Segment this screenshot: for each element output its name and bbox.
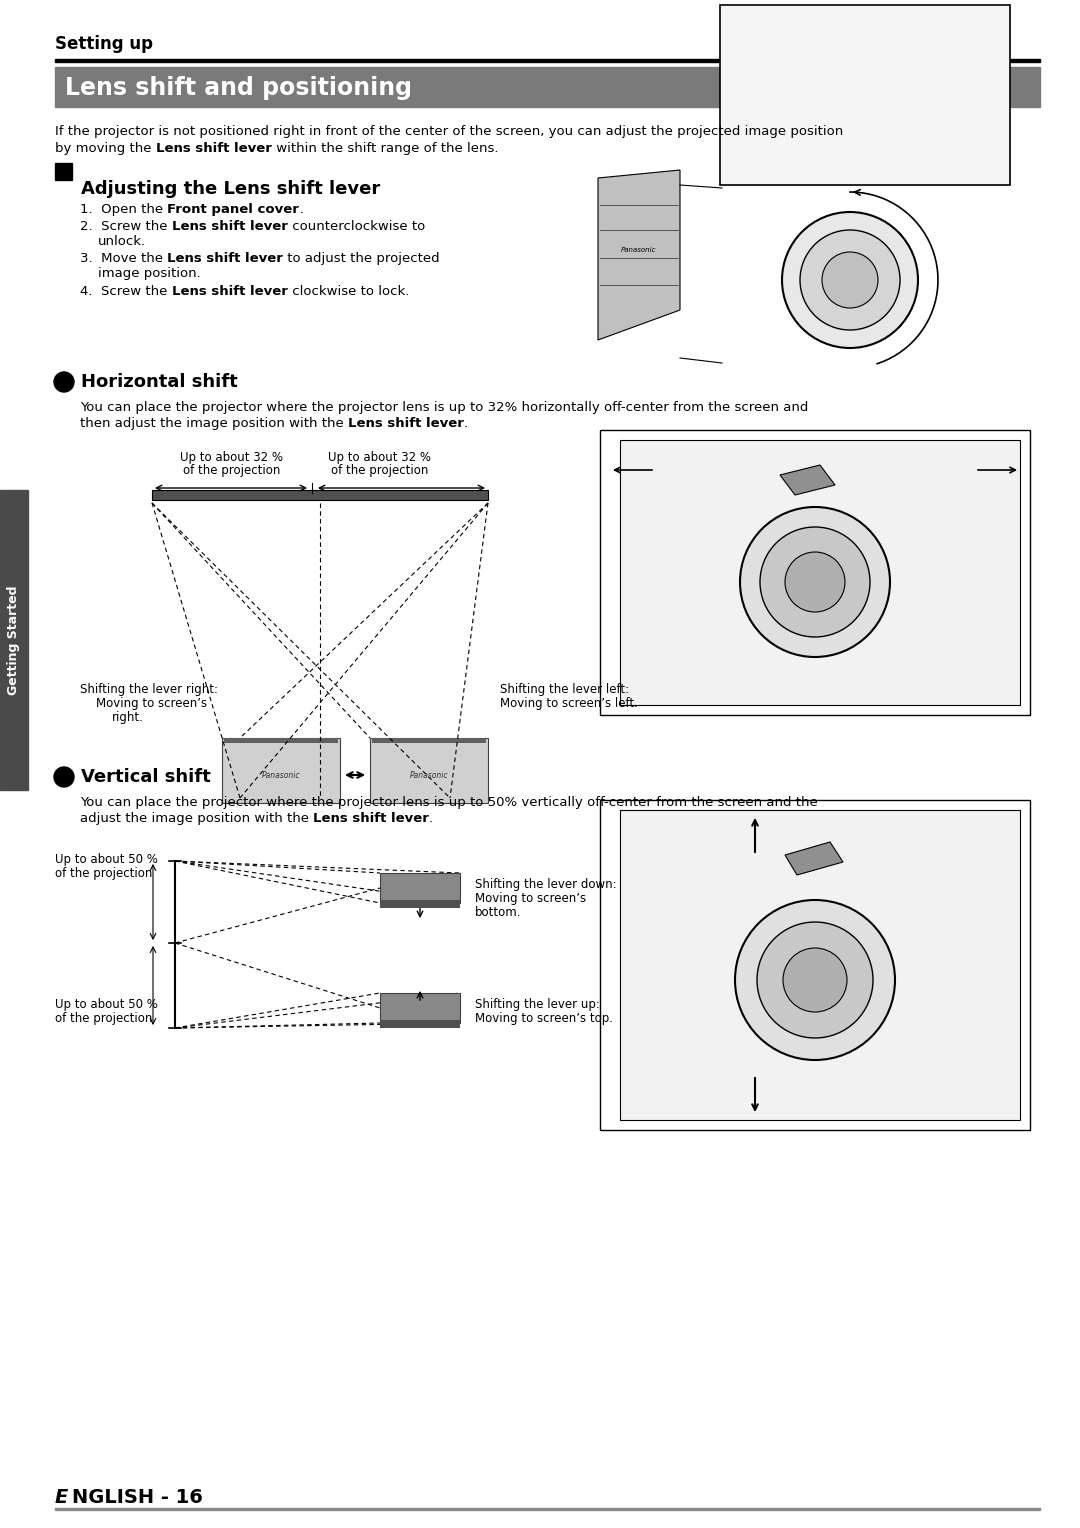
Polygon shape: [785, 842, 843, 876]
Text: bottom.: bottom.: [475, 906, 522, 918]
Text: .: .: [299, 203, 303, 215]
Text: NGLISH - 16: NGLISH - 16: [72, 1488, 203, 1507]
Bar: [370, 738, 488, 804]
Text: Lens shift lever: Lens shift lever: [313, 811, 429, 825]
Text: 4.  Screw the: 4. Screw the: [80, 286, 172, 298]
Circle shape: [800, 231, 900, 330]
Polygon shape: [780, 465, 835, 495]
Bar: [0, 490, 28, 790]
Circle shape: [760, 527, 870, 637]
Bar: [600, 429, 1030, 715]
Text: by moving the: by moving the: [55, 142, 156, 154]
Bar: [620, 810, 1020, 1120]
Circle shape: [782, 212, 918, 348]
Text: Lens shift lever: Lens shift lever: [167, 252, 283, 264]
Bar: [380, 993, 460, 1024]
Text: Shifting the lever left:: Shifting the lever left:: [500, 683, 630, 695]
Bar: [222, 738, 340, 804]
Circle shape: [757, 921, 873, 1038]
Bar: [380, 1021, 460, 1028]
Text: Horizontal shift: Horizontal shift: [81, 373, 238, 391]
Text: Vertical shift: Vertical shift: [81, 769, 211, 785]
Circle shape: [783, 947, 847, 1012]
Bar: [224, 738, 338, 743]
Text: .: .: [464, 417, 468, 429]
Text: Shifting the lever down:: Shifting the lever down:: [475, 879, 617, 891]
Bar: [55, 67, 1040, 107]
Text: clockwise to lock.: clockwise to lock.: [287, 286, 409, 298]
Circle shape: [54, 767, 75, 787]
Text: If the projector is not positioned right in front of the center of the screen, y: If the projector is not positioned right…: [55, 125, 843, 138]
Text: Adjusting the Lens shift lever: Adjusting the Lens shift lever: [81, 180, 380, 199]
Bar: [152, 490, 488, 500]
Text: unlock.: unlock.: [98, 235, 146, 248]
Bar: [380, 900, 460, 908]
Text: Moving to screen’s top.: Moving to screen’s top.: [475, 1012, 613, 1025]
Bar: [55, 1508, 1040, 1510]
Text: of the projection: of the projection: [55, 866, 152, 880]
Text: Shifting the lever up:: Shifting the lever up:: [475, 998, 599, 1012]
Text: Moving to screen’s: Moving to screen’s: [96, 697, 207, 711]
Circle shape: [54, 371, 75, 393]
Bar: [600, 801, 1030, 1131]
Text: Lens shift lever: Lens shift lever: [348, 417, 464, 429]
Text: Lens shift lever: Lens shift lever: [156, 142, 272, 154]
Bar: [55, 58, 1040, 63]
Text: Getting Started: Getting Started: [8, 585, 21, 695]
Text: Up to about 50 %: Up to about 50 %: [55, 853, 158, 866]
Text: Setting up: Setting up: [55, 35, 153, 53]
Text: Up to about 32 %: Up to about 32 %: [180, 451, 283, 465]
Circle shape: [785, 552, 845, 613]
Text: adjust the image position with the: adjust the image position with the: [80, 811, 313, 825]
Text: Up to about 32 %: Up to about 32 %: [328, 451, 432, 465]
Text: of the projection: of the projection: [55, 1012, 152, 1025]
Text: Lens shift lever: Lens shift lever: [172, 220, 287, 232]
Polygon shape: [598, 170, 680, 341]
Text: 3.  Move the: 3. Move the: [80, 252, 167, 264]
Text: Moving to screen’s: Moving to screen’s: [475, 892, 586, 905]
Bar: [620, 440, 1020, 704]
Text: Up to about 50 %: Up to about 50 %: [55, 998, 158, 1012]
Bar: [380, 872, 460, 903]
Circle shape: [822, 252, 878, 309]
Bar: [372, 738, 486, 743]
Text: counterclockwise to: counterclockwise to: [287, 220, 424, 232]
Circle shape: [735, 900, 895, 1060]
Text: right.: right.: [112, 711, 144, 724]
Text: Panasonic: Panasonic: [261, 770, 300, 779]
Circle shape: [740, 507, 890, 657]
Text: of the projection: of the projection: [184, 465, 281, 477]
Bar: [55, 163, 72, 180]
Bar: [720, 5, 1010, 185]
Text: within the shift range of the lens.: within the shift range of the lens.: [272, 142, 498, 154]
Text: Lens shift lever: Lens shift lever: [172, 286, 287, 298]
Text: Panasonic: Panasonic: [621, 248, 657, 254]
Text: Moving to screen’s left.: Moving to screen’s left.: [500, 697, 638, 711]
Text: You can place the projector where the projector lens is up to 32% horizontally o: You can place the projector where the pr…: [80, 400, 808, 414]
Text: of the projection: of the projection: [332, 465, 429, 477]
Text: Front panel cover: Front panel cover: [167, 203, 299, 215]
Text: .: .: [429, 811, 433, 825]
Text: to adjust the projected: to adjust the projected: [283, 252, 440, 264]
Text: Lens shift and positioning: Lens shift and positioning: [65, 76, 411, 99]
Text: image position.: image position.: [98, 267, 201, 280]
Text: then adjust the image position with the: then adjust the image position with the: [80, 417, 348, 429]
Text: Panasonic: Panasonic: [409, 770, 448, 779]
Text: You can place the projector where the projector lens is up to 50% vertically off: You can place the projector where the pr…: [80, 796, 818, 808]
Text: 2.  Screw the: 2. Screw the: [80, 220, 172, 232]
Text: E: E: [55, 1488, 68, 1507]
Text: 1.  Open the: 1. Open the: [80, 203, 167, 215]
Text: Shifting the lever right:: Shifting the lever right:: [80, 683, 218, 695]
